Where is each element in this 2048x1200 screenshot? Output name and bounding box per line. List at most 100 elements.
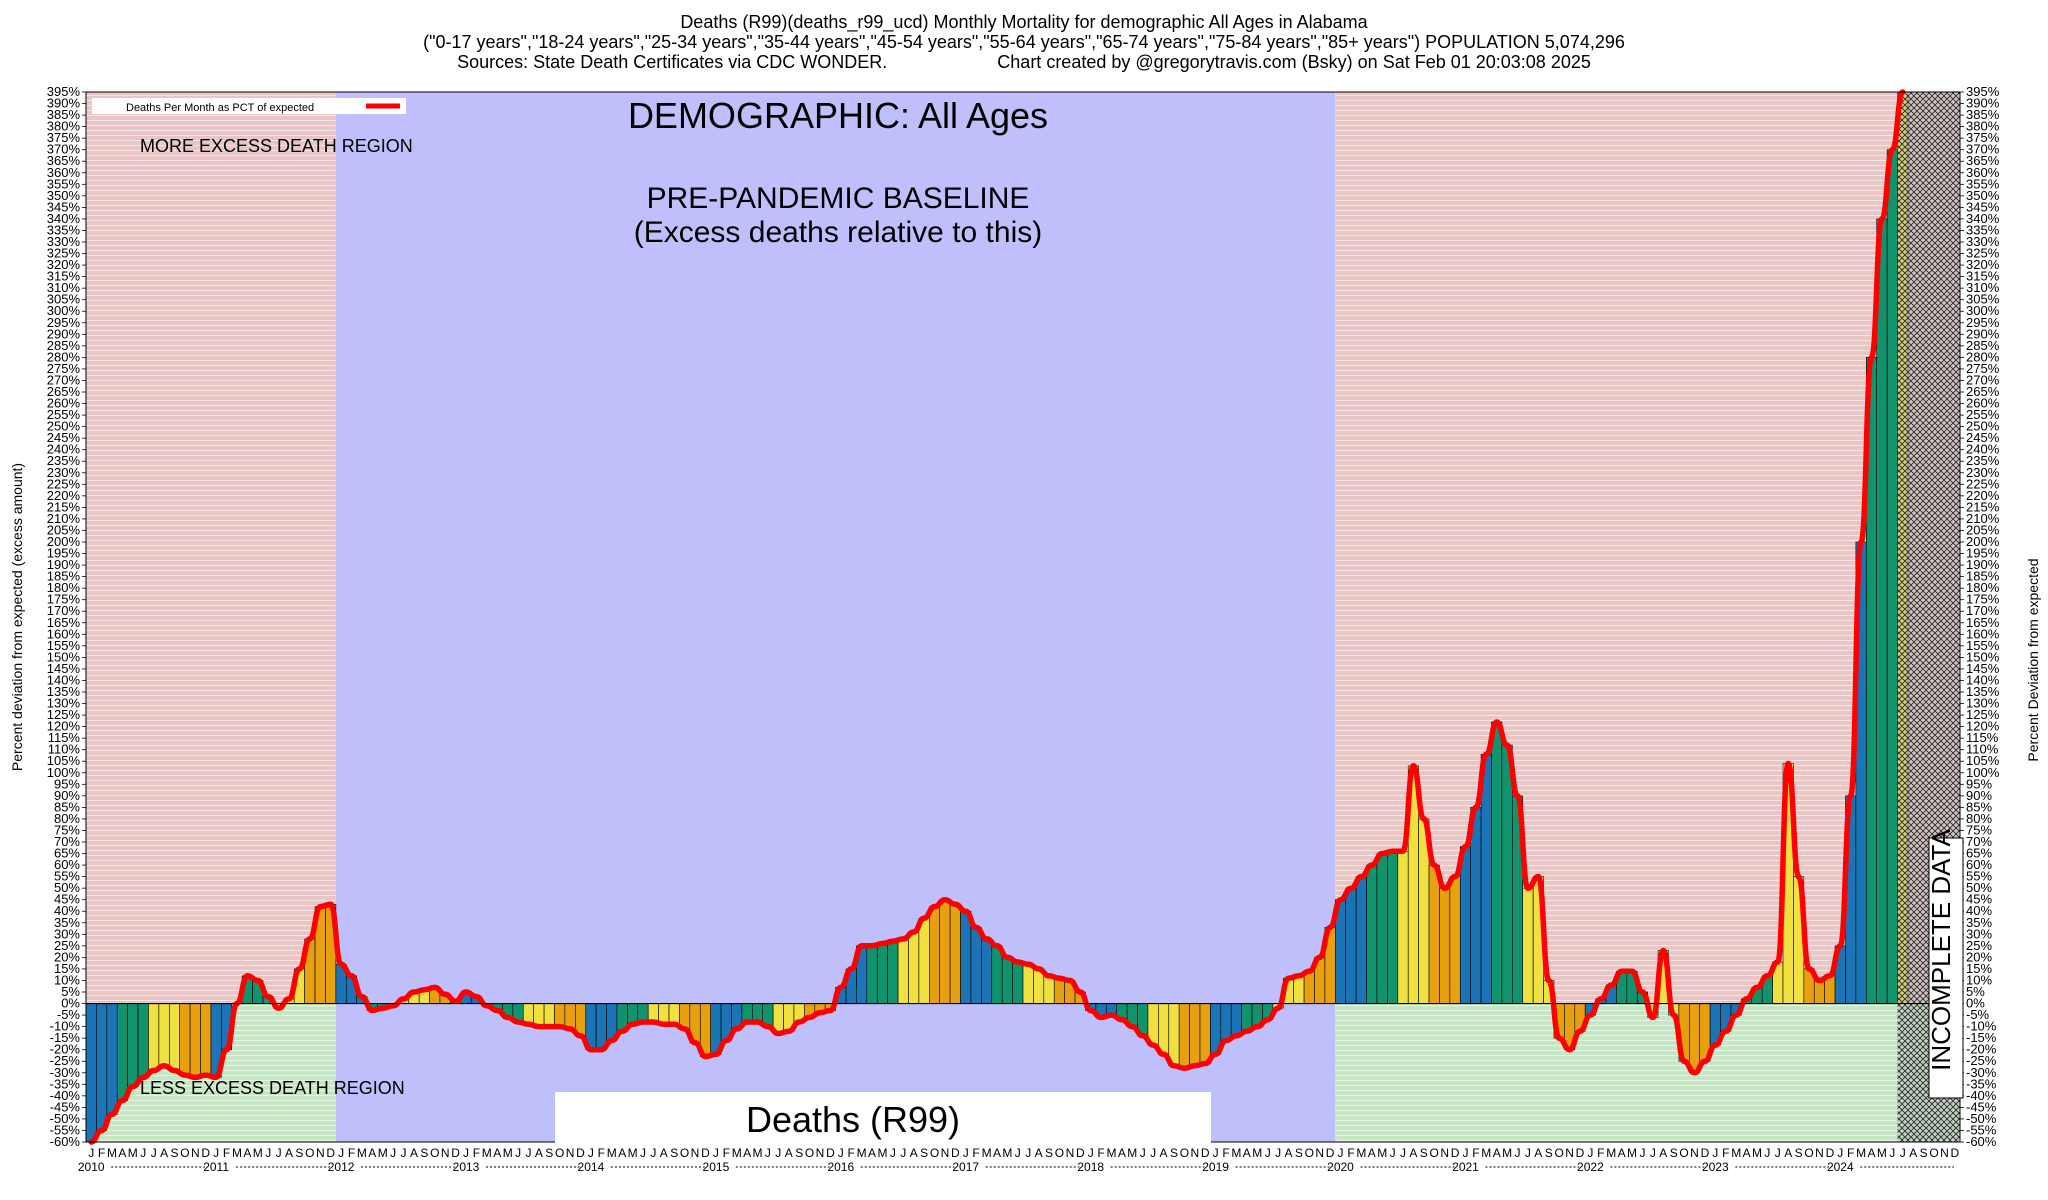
month-label: D [701,1146,710,1160]
ytick-label-left: 380% [47,119,81,134]
bar-11 [200,1003,212,1076]
ytick-label-right: 170% [1966,603,2000,618]
bar-135 [1491,721,1503,1004]
ytick-label-right: -5% [1966,1007,1990,1022]
month-label: N [1690,1146,1699,1160]
month-label: J [963,1146,969,1160]
month-label: O [305,1146,314,1160]
ytick-label-right: 180% [1966,580,2000,595]
month-label: A [285,1146,293,1160]
ytick-label-right: 335% [1966,222,2000,237]
month-label: J [900,1146,906,1160]
month-label: F [1347,1146,1354,1160]
ytick-label-right: -45% [1966,1099,1997,1114]
ytick-label-left: 390% [47,96,81,111]
month-label: M [1752,1146,1762,1160]
year-label: 2016 [827,1160,854,1174]
month-label: J [1338,1146,1344,1160]
month-label: J [1900,1146,1906,1160]
month-label: J [213,1146,219,1160]
bar-79 [908,931,920,1004]
ytick-label-right: 130% [1966,696,2000,711]
ytick-label-left: 150% [47,649,81,664]
ytick-label-left: 235% [47,453,81,468]
bar-90 [1022,964,1034,1004]
ytick-label-right: -15% [1966,1030,1997,1045]
month-label: A [1159,1146,1167,1160]
ytick-label-right: 95% [1966,776,1992,791]
month-label: A [410,1146,418,1160]
ytick-label-right: 70% [1966,834,1992,849]
month-label: M [1356,1146,1366,1160]
ytick-label-left: -30% [50,1065,81,1080]
month-label: N [1940,1146,1949,1160]
ytick-label-right: 50% [1966,880,1992,895]
month-label: F [1222,1146,1229,1160]
month-label: M [1002,1146,1012,1160]
ytick-label-right: 285% [1966,338,2000,353]
month-label: N [691,1146,700,1160]
month-label: A [1118,1146,1126,1160]
ytick-label-left: 90% [54,788,80,803]
month-label: J [1650,1146,1656,1160]
month-label: S [295,1146,303,1160]
month-label: A [993,1146,1001,1160]
month-label: O [1180,1146,1189,1160]
demographic-label: DEMOGRAPHIC: All Ages [628,95,1048,136]
ytick-label-left: 30% [54,926,80,941]
ytick-label-left: 185% [47,569,81,584]
month-label: F [98,1146,105,1160]
ytick-label-right: 345% [1966,199,2000,214]
bar-8 [168,1003,180,1071]
bar-122 [1355,876,1367,1004]
month-label: M [1127,1146,1137,1160]
ytick-label-right: 165% [1966,615,2000,630]
bar-131 [1449,876,1461,1004]
ytick-label-right: 385% [1966,107,2000,122]
bar-124 [1376,853,1388,1004]
month-label: D [951,1146,960,1160]
month-label: M [107,1146,117,1160]
ytick-label-right: -30% [1966,1065,1997,1080]
ytick-label-left: 190% [47,557,81,572]
ytick-label-right: 0% [1966,996,1985,1011]
ytick-label-left: 170% [47,603,81,618]
month-label: J [88,1146,94,1160]
bar-104 [1168,1003,1180,1067]
month-label: S [1920,1146,1928,1160]
month-label: J [401,1146,407,1160]
month-label: J [1265,1146,1271,1160]
ytick-label-left: 355% [47,176,81,191]
bar-63 [741,1003,753,1023]
ytick-label-right: 100% [1966,765,2000,780]
bar-92 [1043,975,1055,1004]
bar-116 [1293,975,1305,1004]
ytick-label-right: 60% [1966,857,1992,872]
ytick-label-right: 355% [1966,176,2000,191]
bar-7 [158,1003,170,1067]
ytick-label-right: 10% [1966,972,1992,987]
year-label: 2012 [328,1160,355,1174]
month-label: J [463,1146,469,1160]
ytick-label-right: 395% [1966,84,2000,99]
year-label: 2021 [1452,1160,1479,1174]
ytick-label-left: 310% [47,280,81,295]
bar-56 [668,1003,680,1025]
bar-110 [1230,1003,1242,1037]
month-label: J [1775,1146,1781,1160]
bar-46 [564,1003,576,1030]
month-label: A [493,1146,501,1160]
month-label: J [1025,1146,1031,1160]
month-label: M [753,1146,763,1160]
ytick-label-left: -20% [50,1042,81,1057]
ytick-label-left: 20% [54,949,80,964]
ytick-label-right: -50% [1966,1111,1997,1126]
ytick-label-left: -35% [50,1076,81,1091]
ytick-label-right: 110% [1966,742,1999,757]
ytick-label-right: -20% [1966,1042,1997,1057]
month-label: M [482,1146,492,1160]
month-label: A [660,1146,668,1160]
bar-9 [179,1003,191,1076]
month-label: J [276,1146,282,1160]
month-label: J [1889,1146,1895,1160]
